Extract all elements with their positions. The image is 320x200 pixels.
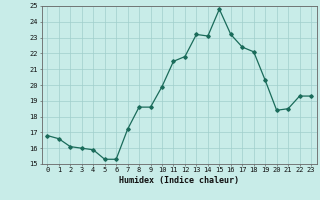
X-axis label: Humidex (Indice chaleur): Humidex (Indice chaleur) [119,176,239,185]
